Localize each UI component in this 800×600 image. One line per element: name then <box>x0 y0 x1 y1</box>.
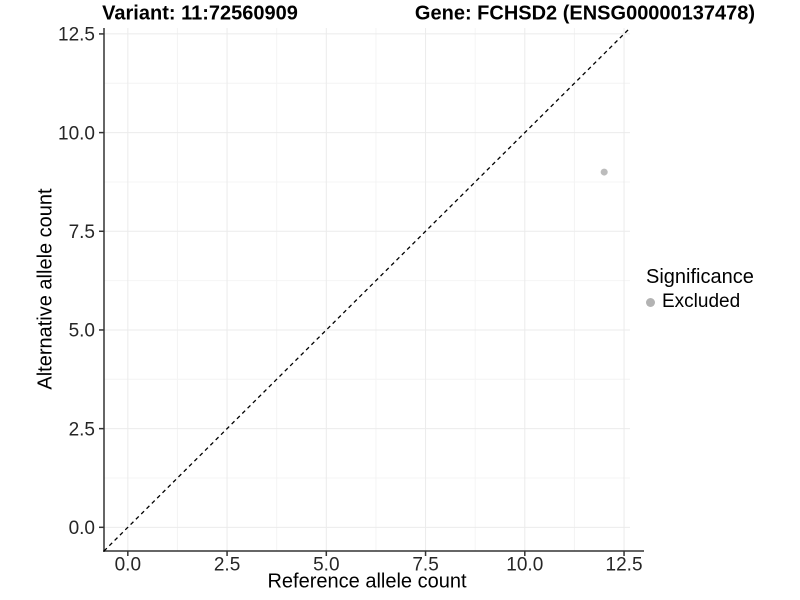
x-tick-label: 2.5 <box>214 555 240 576</box>
y-tick-label: 12.5 <box>58 25 95 46</box>
x-tick-label: 12.5 <box>606 555 643 576</box>
y-tick-label: 10.0 <box>58 123 95 144</box>
identity-line <box>103 27 631 552</box>
y-tick-label: 5.0 <box>69 321 95 342</box>
legend-item-label: Excluded <box>662 291 741 312</box>
x-tick-label: 7.5 <box>412 555 438 576</box>
x-tick-label: 0.0 <box>115 555 141 576</box>
plot-title-variant: Variant: 11:72560909 <box>102 2 298 25</box>
plot-title-gene: Gene: FCHSD2 (ENSG00000137478) <box>414 2 756 25</box>
y-tick-label: 2.5 <box>69 419 95 440</box>
y-tick-label: 7.5 <box>69 222 95 243</box>
legend-title: Significance <box>646 266 754 288</box>
legend: Significance Excluded <box>646 266 754 313</box>
data-point-excluded <box>600 168 608 176</box>
y-axis-title: Alternative allele count <box>34 188 57 390</box>
x-tick-label: 10.0 <box>506 555 543 576</box>
legend-item-excluded: Excluded <box>646 291 754 313</box>
legend-key-dot-icon <box>646 297 655 307</box>
x-tick-label: 5.0 <box>313 555 339 576</box>
x-axis-title: Reference allele count <box>267 570 467 593</box>
y-tick-label: 0.0 <box>69 518 95 539</box>
